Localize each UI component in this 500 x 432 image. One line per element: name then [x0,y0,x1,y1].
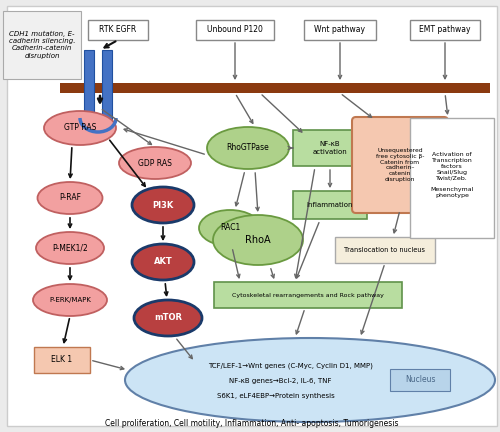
Ellipse shape [134,300,202,336]
Text: P-RAF: P-RAF [59,194,81,203]
Text: RhoGTPase: RhoGTPase [226,143,270,152]
Text: Nucleus: Nucleus [405,375,435,384]
Text: TCF/LEF-1→Wnt genes (C-Myc, Cyclin D1, MMP): TCF/LEF-1→Wnt genes (C-Myc, Cyclin D1, M… [208,363,372,369]
FancyBboxPatch shape [88,20,148,40]
Text: mTOR: mTOR [154,314,182,323]
Text: GDP RAS: GDP RAS [138,159,172,168]
Text: CDH1 mutation, E-
cadherin silencing.
Cadherin-catenin
disruption: CDH1 mutation, E- cadherin silencing. Ca… [9,32,75,59]
Text: Wnt pathway: Wnt pathway [314,25,366,35]
Text: RhoA: RhoA [245,235,271,245]
Ellipse shape [132,187,194,223]
FancyBboxPatch shape [3,11,81,79]
Text: Cytoskeletal rearrangements and Rock pathway: Cytoskeletal rearrangements and Rock pat… [232,292,384,298]
FancyBboxPatch shape [304,20,376,40]
Bar [102,50,112,126]
Text: S6K1, eLF4EBP→Protein synthesis: S6K1, eLF4EBP→Protein synthesis [217,393,335,399]
FancyBboxPatch shape [7,6,497,426]
Ellipse shape [119,147,191,179]
FancyBboxPatch shape [390,369,450,391]
FancyBboxPatch shape [196,20,274,40]
FancyBboxPatch shape [335,237,435,263]
Ellipse shape [199,210,261,246]
FancyBboxPatch shape [410,118,494,238]
Text: Translocation to nucleus: Translocation to nucleus [344,247,426,253]
Ellipse shape [132,244,194,280]
FancyBboxPatch shape [34,347,90,373]
Text: GTP RAS: GTP RAS [64,124,96,133]
Ellipse shape [44,111,116,145]
Text: P-MEK1/2: P-MEK1/2 [52,244,88,252]
FancyBboxPatch shape [410,20,480,40]
Bar [60,83,490,93]
Ellipse shape [207,127,289,169]
Text: RAC1: RAC1 [220,223,240,232]
Text: NF-κB
activation: NF-κB activation [312,142,348,155]
Text: Unbound P120: Unbound P120 [207,25,263,35]
Text: AKT: AKT [154,257,172,267]
FancyBboxPatch shape [293,191,367,219]
Text: Cell proliferation, Cell motility, Inflammation, Anti- apoptosis, Tumorigenesis: Cell proliferation, Cell motility, Infla… [105,419,399,428]
Text: PI3K: PI3K [152,200,174,210]
Text: Activation of
Transcription
factors
Snail/Slug
Twist/Zeb.

Mesenchymal
phenotype: Activation of Transcription factors Snai… [430,152,474,198]
Text: Unsequestered
free cytosolic β-
Catenin from
cadherin–
catenin
disruption: Unsequestered free cytosolic β- Catenin … [376,148,424,182]
Ellipse shape [36,232,104,264]
Text: Inflammation: Inflammation [307,202,353,208]
Text: EMT pathway: EMT pathway [419,25,471,35]
Text: NF-κB genes→Bcl-2, IL-6, TNF: NF-κB genes→Bcl-2, IL-6, TNF [229,378,331,384]
Ellipse shape [213,215,303,265]
Text: P-ERK/MAPK: P-ERK/MAPK [49,297,91,303]
Ellipse shape [33,284,107,316]
Text: ELK 1: ELK 1 [52,356,72,365]
FancyBboxPatch shape [352,117,448,213]
FancyBboxPatch shape [293,130,367,166]
Ellipse shape [38,182,102,214]
FancyBboxPatch shape [214,282,402,308]
Ellipse shape [125,338,495,422]
Bar [84,50,94,126]
Text: RTK EGFR: RTK EGFR [100,25,136,35]
